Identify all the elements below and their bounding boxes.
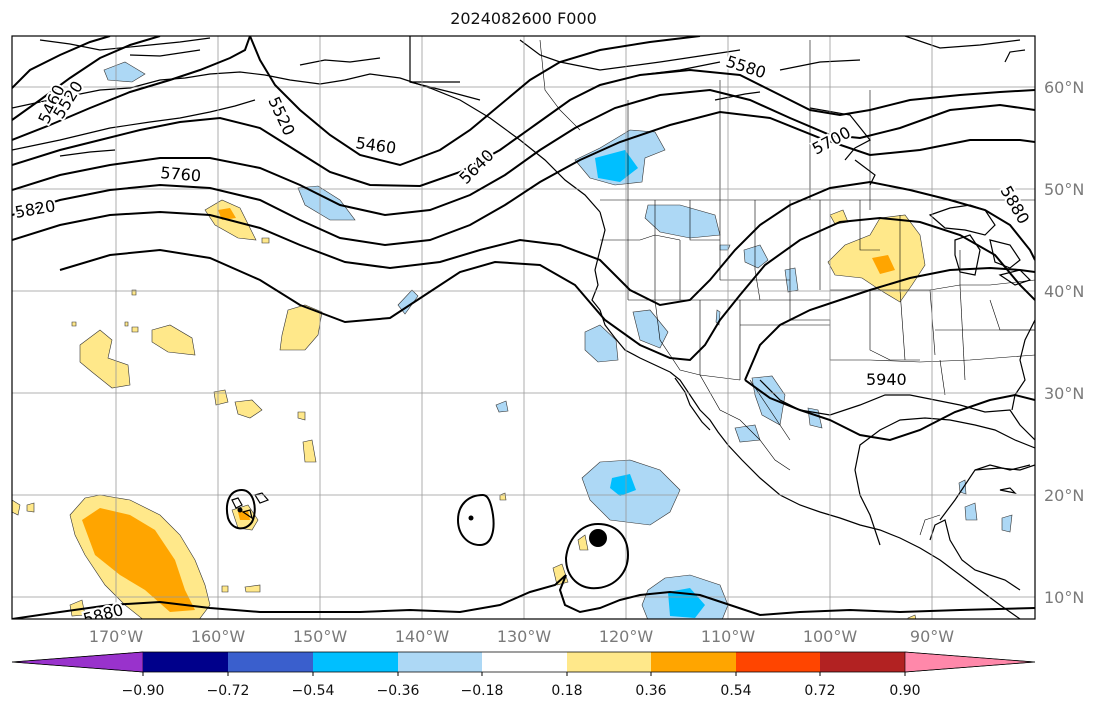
hawaii-center-marker [237, 507, 243, 513]
lat-label: 20°N [1044, 486, 1085, 505]
colorbar-segment [228, 652, 313, 672]
map-title: 2024082600 F000 [450, 9, 597, 28]
lon-label: 110°W [700, 627, 756, 646]
storm-center-marker [589, 529, 607, 547]
lon-label: 90°W [909, 627, 955, 646]
colorbar-tick: −0.72 [206, 683, 250, 699]
lon-label: 130°W [496, 627, 552, 646]
colorbar-tick: 0.18 [551, 683, 583, 699]
lon-label: 100°W [802, 627, 858, 646]
colorbar-tick: 0.72 [804, 683, 836, 699]
lon-label: 170°W [88, 627, 144, 646]
colorbar-segment [482, 652, 567, 672]
high-center-marker [468, 515, 474, 521]
colorbar-segments [11, 651, 1036, 676]
colorbar-segment [736, 652, 820, 672]
colorbar-segment [651, 652, 736, 672]
colorbar-tick: 0.36 [635, 683, 667, 699]
lat-label: 50°N [1044, 180, 1085, 199]
colorbar-segment [567, 652, 651, 672]
coastlines [12, 36, 1035, 619]
lon-label: 140°W [394, 627, 450, 646]
colorbar-tick: −0.54 [291, 683, 335, 699]
colorbar-tick: 0.90 [889, 683, 921, 699]
lon-label: 120°W [598, 627, 654, 646]
lat-label: 60°N [1044, 78, 1085, 97]
colorbar-segment [820, 652, 905, 672]
lat-label: 10°N [1044, 588, 1085, 607]
colorbar-extend-high [904, 651, 1036, 673]
colorbar-segment [143, 652, 228, 672]
map-frame [11, 35, 1036, 620]
contour-label: 5940 [866, 370, 907, 389]
contour-label: 5760 [160, 163, 202, 185]
lon-label: 150°W [292, 627, 348, 646]
colorbar-tick: −0.90 [121, 683, 165, 699]
colorbar-extend-low [11, 651, 144, 673]
height-contours [12, 36, 1035, 619]
lat-label: 40°N [1044, 282, 1085, 301]
colorbar-segment [313, 652, 398, 672]
colorbar-segment [398, 652, 482, 672]
colorbar-tick: −0.18 [460, 683, 504, 699]
colorbar-tick: −0.36 [376, 683, 420, 699]
colorbar-tick: 0.54 [720, 683, 752, 699]
lat-label: 30°N [1044, 384, 1085, 403]
lon-label: 160°W [190, 627, 246, 646]
